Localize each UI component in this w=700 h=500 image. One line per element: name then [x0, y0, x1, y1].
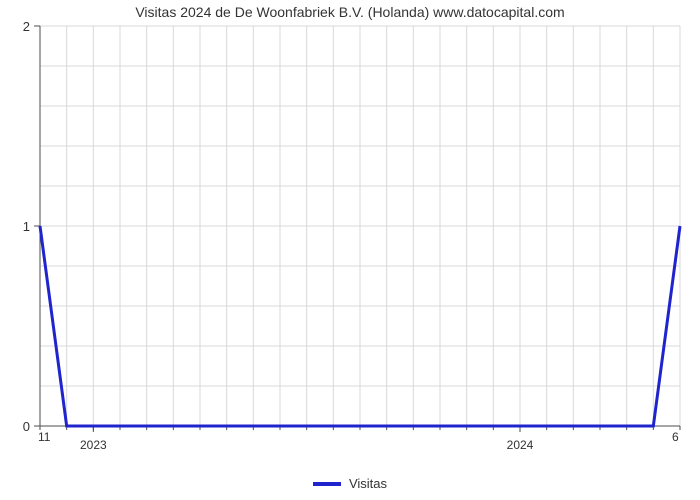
y-tick-label: 1 — [10, 219, 30, 234]
x-tick-label: 2024 — [490, 438, 550, 452]
chart-legend: Visitas — [0, 476, 700, 491]
corner-label-left: 11 — [38, 430, 50, 444]
y-tick-label: 0 — [10, 419, 30, 434]
corner-label-right: 6 — [672, 430, 679, 444]
chart-plot — [0, 0, 700, 466]
chart-title: Visitas 2024 de De Woonfabriek B.V. (Hol… — [0, 4, 700, 20]
legend-label: Visitas — [349, 476, 387, 491]
y-tick-label: 2 — [10, 19, 30, 34]
legend-swatch — [313, 482, 341, 486]
chart-container: { "chart": { "type": "line", "title": "V… — [0, 0, 700, 500]
x-tick-label: 2023 — [63, 438, 123, 452]
